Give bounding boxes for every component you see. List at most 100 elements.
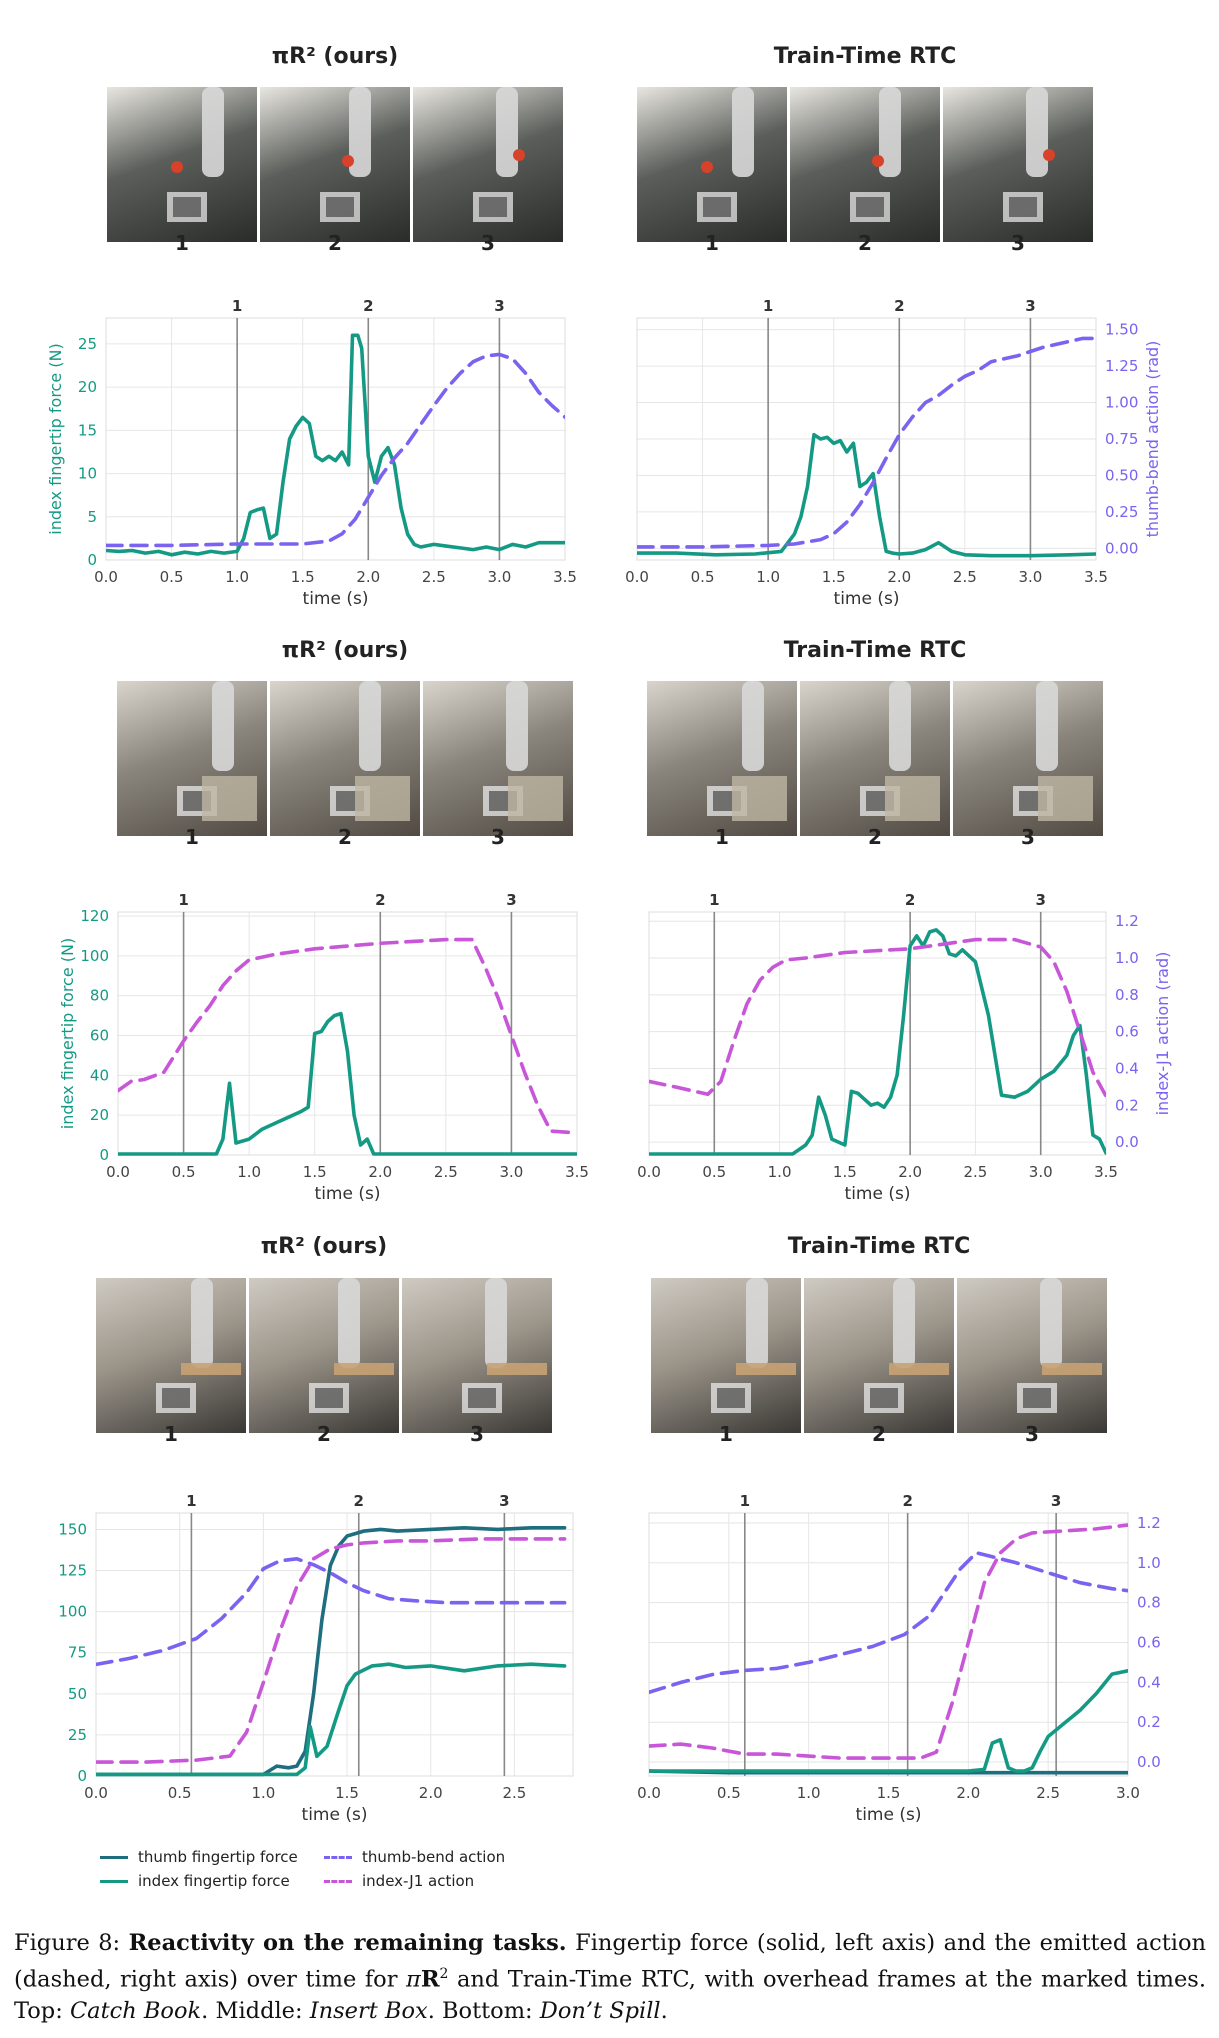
caption-task-3: Don’t Spill: [539, 1997, 661, 2024]
caption-bold: Reactivity on the remaining tasks.: [128, 1930, 567, 1956]
legend-label-index-j1: index-J1 action: [362, 1872, 475, 1890]
series-line-thumb-bend: [649, 1551, 1128, 1695]
camera-frame: [249, 1278, 399, 1433]
caption-text-5: .: [660, 1997, 668, 2024]
event-marker-label: 3: [1051, 1492, 1061, 1510]
x-tick-label: 1.0: [251, 1784, 275, 1802]
legend-thumb-force: thumb fingertip force: [100, 1848, 298, 1866]
x-tick-label: 2.5: [422, 568, 446, 586]
legend-swatch-index-j1: [324, 1879, 352, 1883]
y2-tick-label: 0.6: [1137, 1634, 1161, 1652]
x-tick-label: 2.0: [898, 1163, 922, 1181]
series-line-index-force: [118, 1011, 577, 1156]
y-axis-label: index fingertip force (N): [58, 938, 77, 1129]
frame-label: 1: [719, 1422, 733, 1446]
x-tick-label: 2.0: [887, 568, 911, 586]
x-tick-label: 3.0: [1029, 1163, 1053, 1181]
series-line-index-force: [96, 1662, 567, 1777]
y2-tick-label: 0.2: [1137, 1713, 1161, 1731]
frame-label: 2: [858, 231, 872, 255]
series-line-thumb-force: [96, 1526, 567, 1777]
caption-task-1: Catch Book: [69, 1997, 202, 2024]
x-tick-label: 0.0: [637, 1784, 661, 1802]
x-tick-label: 0.5: [172, 1163, 196, 1181]
x-tick-label: 0.0: [94, 568, 118, 586]
x-tick-label: 1.5: [303, 1163, 327, 1181]
y-tick-label: 25: [78, 335, 97, 353]
x-tick-label: 3.0: [487, 568, 511, 586]
legend-swatch-thumb-force: [100, 1855, 128, 1859]
camera-frame: [647, 681, 797, 836]
event-marker-label: 1: [763, 297, 773, 315]
x-tick-label: 0.0: [84, 1784, 108, 1802]
plot-frame: [117, 911, 578, 1156]
caption-text-4: . Bottom:: [427, 1997, 540, 2024]
frame-label: 3: [1021, 825, 1035, 849]
series-line-index-force: [649, 928, 1106, 1156]
frame-label: 2: [328, 231, 342, 255]
y-tick-label: 150: [58, 1520, 87, 1538]
event-marker-label: 1: [740, 1492, 750, 1510]
x-tick-label: 2.0: [356, 568, 380, 586]
frame-label: 2: [338, 825, 352, 849]
x-tick-label: 2.5: [953, 568, 977, 586]
plot-frame: [95, 1512, 574, 1777]
frame-label: 1: [175, 231, 189, 255]
x-tick-label: 3.5: [1084, 568, 1108, 586]
y-tick-label: 5: [87, 508, 97, 526]
chart-panel: 0.0 0.5 1.0 1.5 2.0 2.5 3.0 3.5 time (s) 0.0 0.2 0.…: [637, 891, 1172, 1204]
y-tick-label: 15: [78, 421, 97, 439]
plot-frame: [105, 317, 566, 561]
y2-tick-label: 1.0: [1115, 949, 1139, 967]
chart-panel: 0.0 0.5 1.0 1.5 2.0 2.5 3.0 3.5 time (s) 0 20 40 60 8…: [58, 891, 589, 1204]
x-tick-label: 0.0: [637, 1163, 661, 1181]
y2-tick-label: 0.0: [1115, 1133, 1139, 1151]
frame-label: 1: [715, 825, 729, 849]
y2-tick-label: 0.00: [1105, 539, 1138, 557]
camera-frame: [943, 87, 1093, 242]
camera-frame: [637, 87, 787, 242]
camera-frame: [953, 681, 1103, 836]
legend-thumb-bend: thumb-bend action: [324, 1848, 505, 1866]
frame-label: 3: [481, 231, 495, 255]
y-tick-label: 20: [90, 1106, 109, 1124]
y-tick-label: 80: [90, 987, 109, 1005]
x-tick-label: 3.5: [565, 1163, 589, 1181]
series-line-index-force: [106, 333, 565, 557]
figure-caption: Figure 8: Reactivity on the remaining ta…: [14, 1930, 1206, 2024]
x-tick-label: 1.5: [833, 1163, 857, 1181]
frame-strip: [96, 1278, 552, 1433]
x-tick-label: 0.0: [625, 568, 649, 586]
x-tick-label: 1.5: [822, 568, 846, 586]
camera-frame: [117, 681, 267, 836]
x-tick-label: 0.0: [106, 1163, 130, 1181]
camera-frame: [957, 1278, 1107, 1433]
x-tick-label: 0.5: [691, 568, 715, 586]
series-line-index-j1: [96, 1537, 567, 1764]
y2-tick-label: 1.2: [1137, 1514, 1161, 1532]
x-tick-label: 2.5: [434, 1163, 458, 1181]
plot-frame: [648, 911, 1107, 1156]
event-marker-label: 2: [375, 891, 385, 909]
y2-tick-label: 0.50: [1105, 466, 1138, 484]
camera-frame: [96, 1278, 246, 1433]
frame-label: 3: [1011, 231, 1025, 255]
chart-panel: 0.0 0.5 1.0 1.5 2.0 2.5 time (s) 0 25 50 75 100 125 1…: [58, 1492, 574, 1825]
y2-tick-label: 0.4: [1115, 1059, 1139, 1077]
x-axis-label: time (s): [315, 1184, 381, 1204]
y2-tick-label: 0.6: [1115, 1023, 1139, 1041]
series-line-index-j1: [649, 1523, 1128, 1760]
y2-tick-label: 0.0: [1137, 1753, 1161, 1771]
y2-axis-label: thumb-bend action (rad): [1143, 341, 1162, 538]
y2-tick-label: 1.50: [1105, 321, 1138, 339]
caption-text-3: . Middle:: [201, 1997, 310, 2024]
frame-label: 2: [317, 1422, 331, 1446]
frame-strip: [647, 681, 1103, 836]
plot-frame: [648, 1512, 1129, 1777]
y2-tick-label: 0.8: [1115, 986, 1139, 1004]
y-tick-label: 0: [87, 551, 97, 569]
frame-strip: [107, 87, 563, 242]
y2-axis-label: index-J1 action (rad): [1153, 952, 1172, 1116]
x-tick-label: 0.5: [160, 568, 184, 586]
